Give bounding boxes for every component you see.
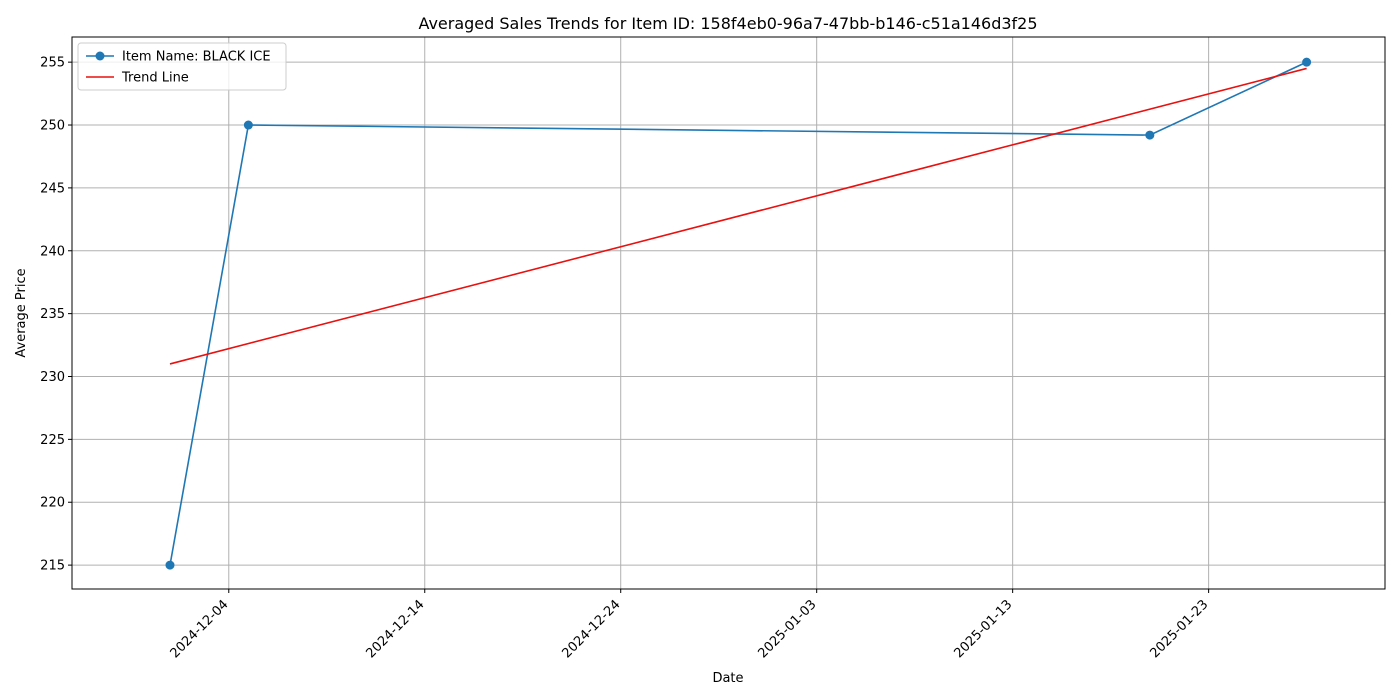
y-tick-label: 220 bbox=[40, 496, 65, 511]
y-tick-label: 245 bbox=[40, 181, 65, 196]
y-tick-label: 225 bbox=[40, 433, 65, 448]
chart-title: Averaged Sales Trends for Item ID: 158f4… bbox=[418, 14, 1037, 33]
legend-marker bbox=[95, 51, 105, 61]
x-tick-label: 2024-12-24 bbox=[560, 597, 624, 661]
series-line-1 bbox=[169, 67, 1307, 365]
ticks: 215 220 225 230 235 240 245 250 255 2024-12-04 202… bbox=[40, 56, 1211, 662]
x-axis-label: Date bbox=[712, 671, 743, 686]
data-point bbox=[1302, 57, 1312, 67]
data-point bbox=[165, 560, 175, 570]
y-tick-label: 235 bbox=[40, 307, 65, 322]
y-tick-label: 215 bbox=[40, 559, 65, 574]
legend-box bbox=[77, 42, 287, 91]
x-tick-label: 2024-12-04 bbox=[168, 597, 232, 661]
grid bbox=[72, 37, 1385, 589]
legend-label-0: Item Name: BLACK ICE bbox=[122, 50, 271, 65]
x-tick-label: 2025-01-13 bbox=[951, 597, 1015, 661]
x-tick-label: 2025-01-23 bbox=[1147, 597, 1211, 661]
y-tick-label: 230 bbox=[40, 370, 65, 385]
data-point bbox=[243, 120, 253, 130]
x-tick-label: 2025-01-03 bbox=[755, 597, 819, 661]
x-tick-label: 2024-12-14 bbox=[364, 597, 428, 661]
series-line-0 bbox=[169, 61, 1307, 566]
legend: Item Name: BLACK ICE Trend Line bbox=[77, 42, 287, 91]
y-tick-label: 250 bbox=[40, 119, 65, 134]
y-axis-label: Average Price bbox=[14, 268, 29, 357]
y-tick-label: 240 bbox=[40, 244, 65, 259]
data-point bbox=[1145, 130, 1155, 140]
legend-label-1: Trend Line bbox=[121, 71, 189, 86]
plot-frame bbox=[71, 36, 1386, 590]
series-layer bbox=[165, 57, 1312, 570]
y-tick-label: 255 bbox=[40, 56, 65, 71]
